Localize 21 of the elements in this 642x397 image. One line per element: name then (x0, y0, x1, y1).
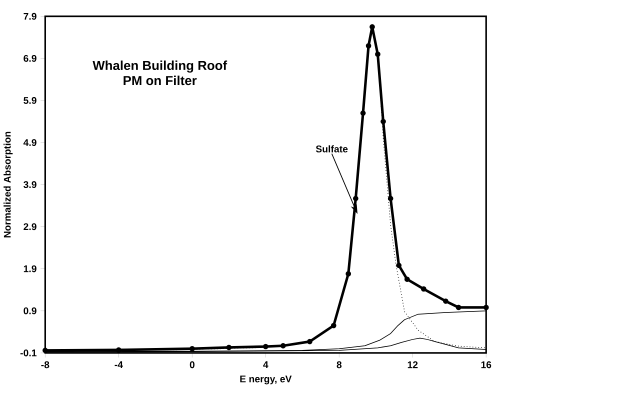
y-tick-label: 4.9 (23, 138, 36, 146)
text: Whalen Building Roof (92, 60, 228, 73)
text: PM on Filter (124, 76, 197, 86)
x-tick-label: 12 (408, 361, 418, 368)
annotation: Sulfate (316, 145, 348, 152)
x-tick-label: -4 (114, 361, 123, 368)
y-tick-label: -0.1 (20, 349, 37, 356)
x-tick-label: -8 (41, 361, 50, 368)
y-tick-label: 5.9 (24, 96, 36, 104)
y-tick-label: 3.9 (24, 181, 36, 188)
y-tick-label: 1.9 (24, 265, 36, 272)
x-tick-label: 4 (263, 361, 268, 368)
y-axis-title: Normalized Absorption (4, 132, 13, 238)
x-tick-label: 0 (190, 361, 194, 368)
x-axis-title: E nergy, eV (240, 375, 292, 384)
y-tick-label: 0.9 (24, 307, 36, 314)
y-tick-label: 2.9 (24, 223, 36, 230)
x-tick-label: 16 (481, 361, 492, 368)
y-tick-label: 7.9 (24, 12, 36, 20)
y-tick-label: 6.9 (24, 54, 36, 62)
x-tick-label: 8 (336, 361, 342, 368)
